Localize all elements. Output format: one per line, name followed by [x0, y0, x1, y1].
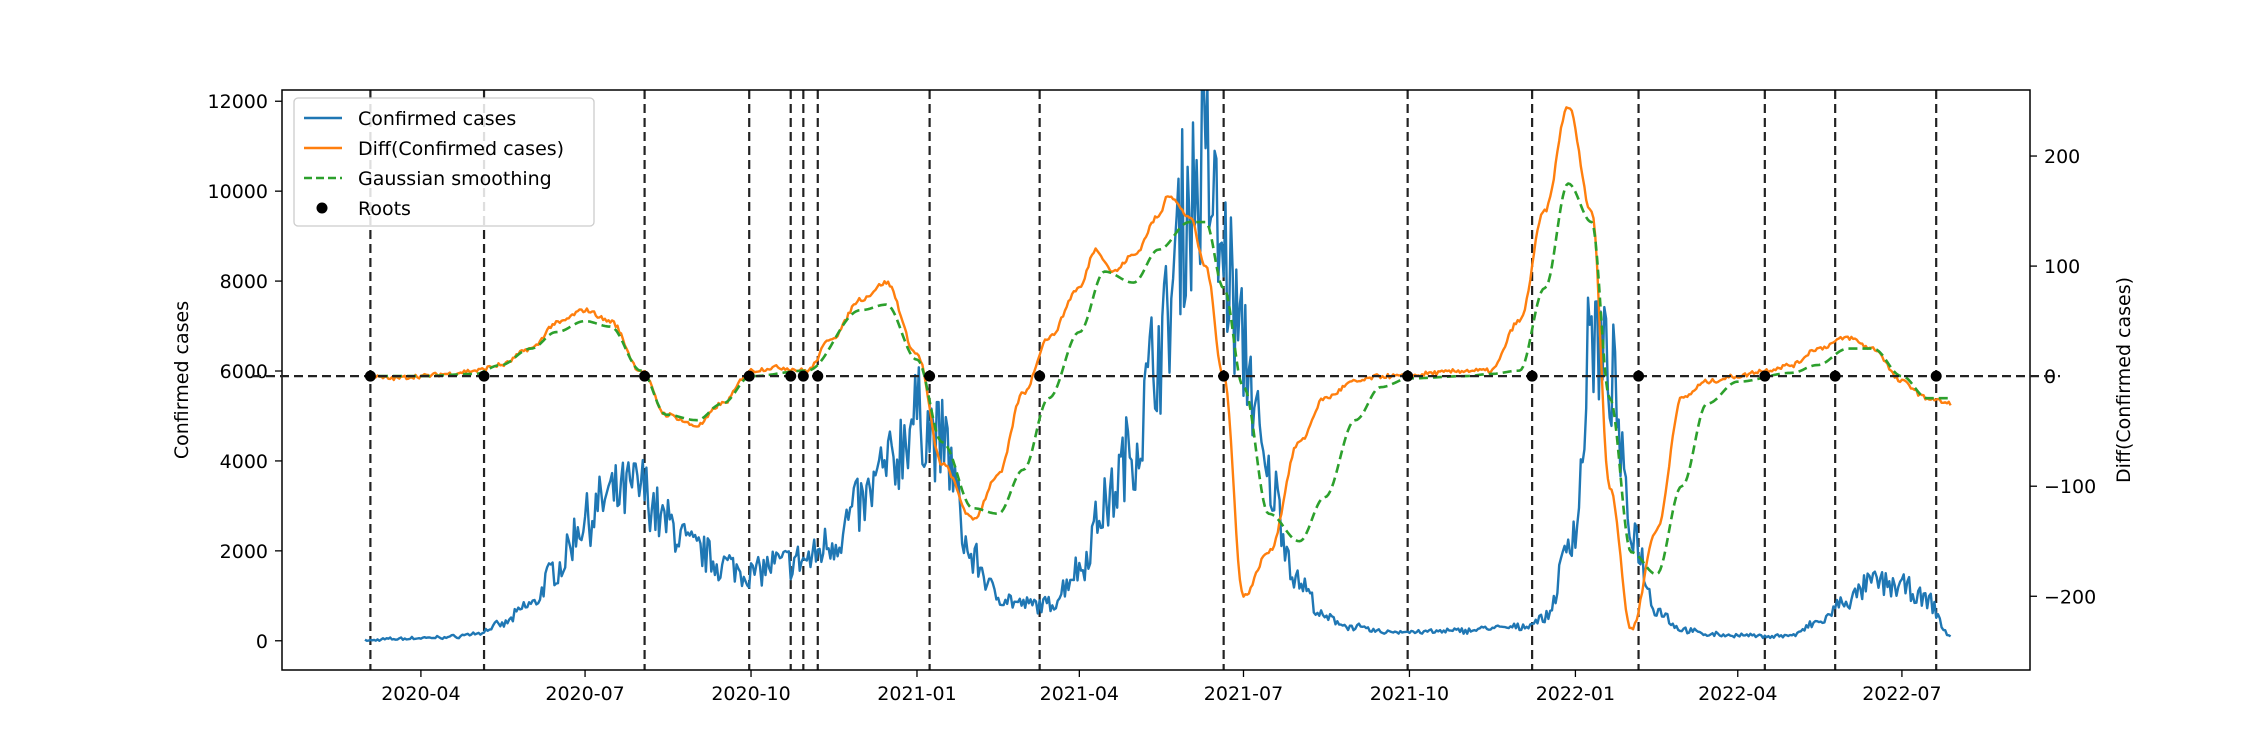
x-tick-label: 2022-01: [1536, 683, 1615, 705]
root-point-10: [1218, 370, 1230, 382]
axes-layer: 2020-04 2020-07 2020-10 2021-01 2021-04 2021-…: [208, 91, 2097, 705]
root-point-6: [797, 370, 809, 382]
root-point-14: [1759, 370, 1771, 382]
root-point-1: [364, 370, 376, 382]
plot-frame: [281, 89, 2031, 671]
y-axis-label: Confirmed cases: [171, 301, 193, 459]
y-tick-label: 12000: [208, 91, 268, 113]
x-tick-label: 2022-07: [1862, 683, 1941, 705]
y-tick-label: 0: [256, 631, 268, 653]
root-point-11: [1402, 370, 1414, 382]
y2-tick-label: −100: [2044, 476, 2096, 498]
x-tick-label: 2020-10: [711, 683, 790, 705]
root-point-15: [1829, 370, 1841, 382]
legend-swatch-roots: [316, 202, 328, 214]
y-tick-label: 8000: [220, 271, 268, 293]
y2-axis-label: Diff(Confirmed cases): [2113, 277, 2135, 483]
legend-box: [293, 97, 595, 227]
y-tick-label: 10000: [208, 181, 268, 203]
root-point-4: [743, 370, 755, 382]
y-tick-label: 2000: [220, 541, 268, 563]
root-point-12: [1526, 370, 1538, 382]
y2-tick-label: −200: [2044, 586, 2096, 608]
x-tick-label: 2021-07: [1204, 683, 1283, 705]
x-tick-label: 2021-10: [1370, 683, 1449, 705]
y-tick-label: 6000: [220, 361, 268, 383]
legend-label-confirmed: Confirmed cases: [358, 108, 516, 130]
y2-tick-label: 100: [2044, 256, 2080, 278]
x-tick-label: 2020-07: [545, 683, 624, 705]
root-point-5: [785, 370, 797, 382]
root-point-2: [478, 370, 490, 382]
legend-label-roots: Roots: [358, 198, 411, 220]
root-point-7: [812, 370, 824, 382]
root-point-16: [1930, 370, 1942, 382]
root-point-3: [639, 370, 651, 382]
root-point-9: [1034, 370, 1046, 382]
series-confirmed-cases-line: [364, 90, 1952, 642]
x-tick-label: 2022-04: [1698, 683, 1777, 705]
root-point-8: [924, 370, 936, 382]
y2-tick-label: 200: [2044, 146, 2080, 168]
legend: Confirmed cases Diff(Confirmed cases) Gaus…: [293, 97, 595, 227]
root-point-13: [1633, 370, 1645, 382]
legend-label-smooth: Gaussian smoothing: [358, 168, 552, 190]
y-tick-label: 4000: [220, 451, 268, 473]
plot-layer: [364, 90, 1952, 670]
x-tick-label: 2021-01: [877, 683, 956, 705]
legend-label-diff: Diff(Confirmed cases): [358, 138, 564, 160]
series-gaussian-smoothing-line: [365, 182, 1951, 576]
x-tick-label: 2021-04: [1040, 683, 1119, 705]
x-tick-label: 2020-04: [381, 683, 460, 705]
